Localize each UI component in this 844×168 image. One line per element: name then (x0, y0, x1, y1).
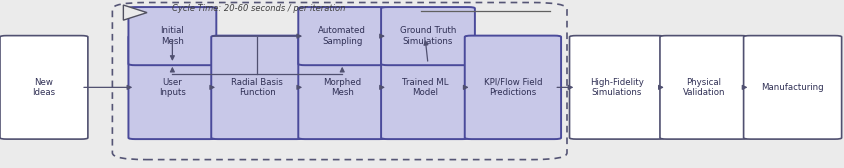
Polygon shape (123, 5, 147, 20)
FancyBboxPatch shape (0, 36, 88, 139)
FancyBboxPatch shape (128, 7, 216, 65)
FancyBboxPatch shape (743, 36, 841, 139)
Text: KPI/Flow Field
Predictions: KPI/Flow Field Predictions (483, 78, 542, 97)
FancyBboxPatch shape (381, 7, 474, 65)
Text: Radial Basis
Function: Radial Basis Function (231, 78, 283, 97)
Text: Trained ML
Model: Trained ML Model (401, 78, 448, 97)
Text: New
Ideas: New Ideas (32, 78, 56, 97)
Text: Manufacturing: Manufacturing (760, 83, 823, 92)
Text: Initial
Mesh: Initial Mesh (160, 26, 184, 46)
FancyBboxPatch shape (298, 7, 386, 65)
FancyBboxPatch shape (569, 36, 663, 139)
Text: High-Fidelity
Simulations: High-Fidelity Simulations (589, 78, 643, 97)
Text: Ground Truth
Simulations: Ground Truth Simulations (399, 26, 456, 46)
FancyBboxPatch shape (659, 36, 747, 139)
FancyBboxPatch shape (298, 36, 386, 139)
Text: User
Inputs: User Inputs (159, 78, 186, 97)
FancyBboxPatch shape (128, 36, 216, 139)
Text: Cycle Time: 20-60 seconds / per iteration: Cycle Time: 20-60 seconds / per iteratio… (171, 4, 344, 13)
FancyBboxPatch shape (464, 36, 560, 139)
Text: Physical
Validation: Physical Validation (682, 78, 724, 97)
Text: Automated
Sampling: Automated Sampling (318, 26, 365, 46)
Text: Morphed
Mesh: Morphed Mesh (322, 78, 361, 97)
FancyBboxPatch shape (381, 36, 468, 139)
FancyBboxPatch shape (211, 36, 303, 139)
